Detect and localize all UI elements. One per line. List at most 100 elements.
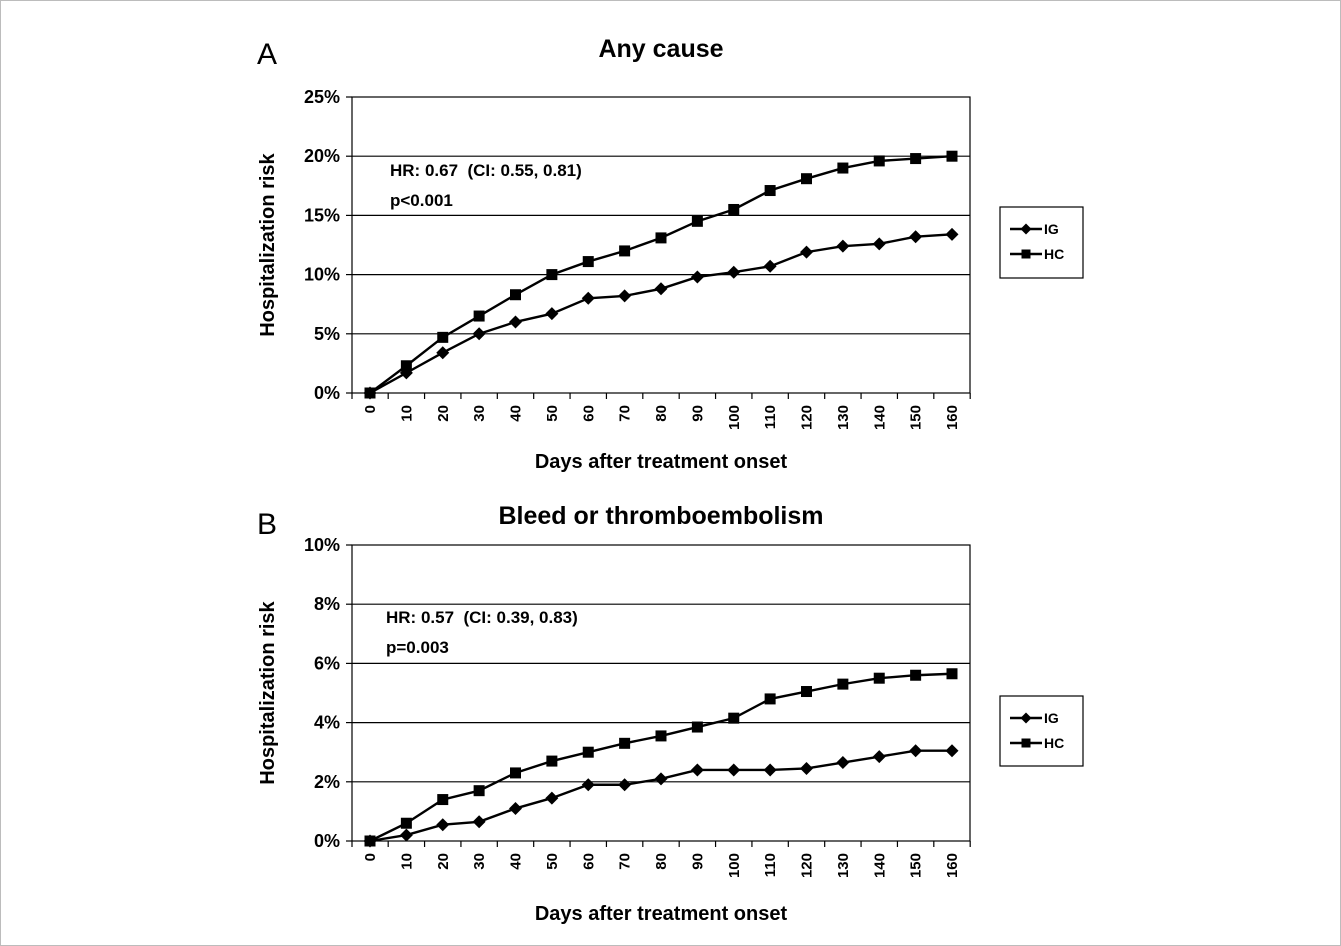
data-point-ig [836, 756, 850, 770]
x-tick-label: 0 [362, 853, 379, 861]
data-point-hc [473, 310, 485, 322]
x-tick-label: 10 [398, 853, 415, 870]
x-tick-label: 40 [508, 405, 525, 422]
data-point-hc [582, 256, 594, 268]
x-tick-label: 160 [944, 853, 961, 878]
data-point-hc [510, 767, 521, 779]
x-axis-title: Days after treatment onset [535, 451, 788, 473]
data-point-hc [837, 678, 849, 690]
annotation-text: p<0.001 [390, 191, 453, 210]
x-axis-title: Days after treatment onset [535, 903, 788, 925]
data-point-hc [801, 686, 812, 698]
data-point-hc [510, 289, 521, 301]
x-tick-label: 100 [726, 405, 743, 430]
data-point-hc [582, 746, 594, 758]
data-point-hc [837, 162, 849, 174]
x-tick-label: 80 [653, 405, 670, 422]
x-tick-label: 0 [362, 405, 379, 413]
data-point-hc [619, 737, 631, 749]
x-tick-label: 110 [762, 853, 779, 877]
data-point-hc [946, 668, 958, 680]
data-point-hc [400, 360, 412, 372]
data-point-ig [872, 237, 886, 251]
y-axis-title: Hospitalization risk [257, 152, 279, 336]
data-point-ig [654, 772, 668, 786]
x-tick-label: 10 [398, 405, 415, 422]
data-point-ig [872, 750, 886, 764]
data-point-hc [691, 721, 703, 733]
series-ig [363, 744, 959, 848]
data-point-hc [437, 794, 449, 806]
data-point-hc [728, 203, 740, 215]
x-tick-label: 110 [762, 405, 779, 429]
data-point-ig [399, 828, 413, 842]
data-point-ig [618, 289, 632, 303]
series-hc [364, 668, 958, 847]
data-point-ig [654, 282, 668, 296]
legend-label-hc: HC [1044, 735, 1064, 751]
x-tick-label: 120 [799, 853, 816, 878]
data-point-ig [618, 778, 632, 792]
y-tick-label: 8% [314, 594, 340, 614]
data-point-hc [910, 669, 922, 681]
data-point-ig [690, 763, 704, 777]
x-tick-label: 80 [653, 853, 670, 870]
data-point-hc [873, 155, 885, 167]
y-tick-label: 5% [314, 324, 340, 344]
data-point-hc [801, 173, 812, 185]
y-tick-label: 15% [304, 205, 340, 225]
data-point-ig [545, 307, 559, 321]
data-point-hc [691, 215, 703, 227]
panel-label: A [257, 38, 277, 71]
x-tick-label: 150 [908, 405, 925, 430]
x-tick-label: 70 [617, 853, 634, 870]
legend-marker-hc [1021, 249, 1031, 259]
x-tick-label: 90 [689, 853, 706, 870]
data-point-ig [800, 245, 813, 259]
x-tick-label: 20 [435, 853, 452, 870]
y-tick-label: 6% [314, 653, 340, 673]
x-tick-label: 90 [689, 405, 706, 422]
legend-marker-ig [1020, 712, 1032, 724]
x-tick-label: 120 [799, 405, 816, 430]
y-tick-label: 10% [304, 265, 340, 285]
y-tick-label: 10% [304, 535, 340, 555]
y-tick-label: 20% [304, 146, 340, 166]
data-point-hc [546, 269, 558, 281]
data-point-hc [546, 755, 558, 767]
x-tick-label: 50 [544, 405, 561, 422]
legend: IG HC [999, 206, 1084, 279]
series-hc [364, 150, 958, 399]
legend-label-ig: IG [1044, 710, 1059, 726]
y-tick-label: 0% [314, 831, 340, 851]
chart-panel-a: 0% 5% 10% 15% 20% 25% 0 10 20 30 40 50 60 70 80 90 100 11… [257, 35, 1084, 473]
data-point-ig [581, 291, 595, 305]
chart-title: Bleed or thromboembolism [498, 502, 823, 530]
data-point-ig [763, 763, 777, 777]
data-point-hc [473, 785, 485, 797]
data-point-hc [364, 387, 376, 399]
data-point-hc [764, 185, 776, 197]
y-tick-label: 4% [314, 713, 340, 733]
data-point-hc [946, 150, 958, 162]
data-point-ig [472, 327, 486, 341]
data-point-hc [437, 331, 449, 343]
x-tick-label: 50 [544, 853, 561, 870]
y-tick-label: 2% [314, 772, 340, 792]
legend-box [999, 206, 1084, 279]
x-tick-label: 130 [835, 853, 852, 878]
x-tick-label: 60 [580, 405, 597, 422]
x-tick-label: 40 [508, 853, 525, 870]
data-point-hc [364, 835, 376, 847]
data-point-hc [728, 712, 740, 724]
legend: IG HC [999, 695, 1084, 767]
data-point-ig [836, 239, 850, 253]
legend-marker-ig [1020, 223, 1032, 235]
data-point-hc [655, 730, 667, 742]
x-tick-label: 20 [435, 405, 452, 422]
legend-label-hc: HC [1044, 246, 1064, 262]
y-tick-label: 25% [304, 87, 340, 107]
y-axis-title: Hospitalization risk [257, 600, 279, 784]
data-point-ig [909, 230, 923, 244]
